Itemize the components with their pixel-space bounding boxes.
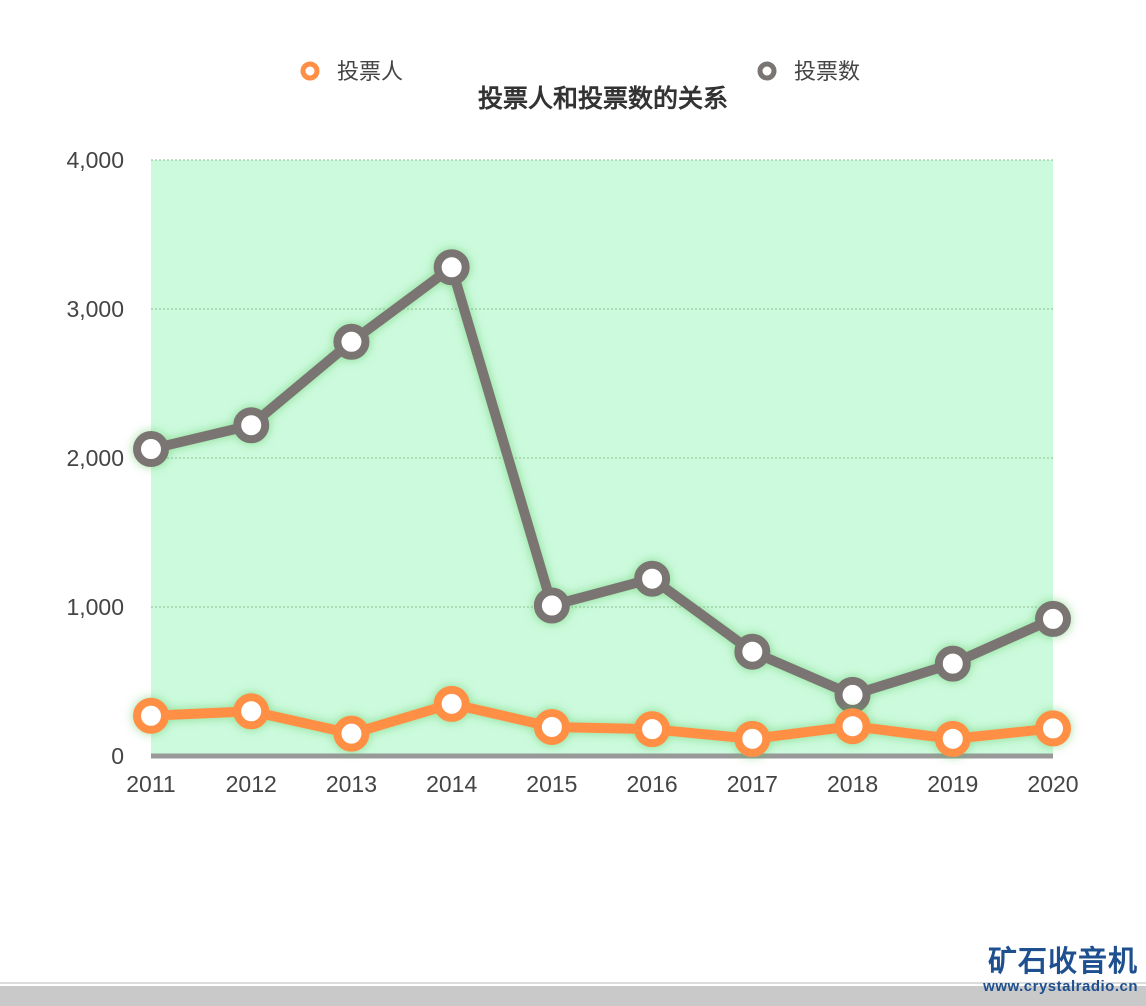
data-point[interactable] — [533, 587, 570, 624]
data-point[interactable] — [1035, 710, 1071, 747]
series-line — [146, 262, 1058, 700]
watermark-title: 矿石收音机 — [987, 944, 1138, 978]
x-tick-label: 2018 — [827, 771, 878, 797]
legend-marker-icon — [300, 61, 320, 81]
y-tick-label: 0 — [111, 743, 124, 769]
x-tick-label: 2012 — [226, 771, 277, 797]
series-line — [146, 698, 1058, 744]
data-point[interactable] — [133, 431, 169, 468]
series-layer — [133, 249, 1071, 757]
y-tick-label: 1,000 — [66, 594, 124, 620]
data-point[interactable] — [233, 693, 270, 730]
legend[interactable]: 投票人 投票数 — [300, 60, 860, 85]
data-point[interactable] — [433, 249, 470, 286]
x-tick-label: 2019 — [927, 771, 978, 797]
data-point[interactable] — [133, 697, 169, 734]
x-axis-ticks: 2011 2012 2013 2014 2015 2016 2017 2018 2019 2020 — [126, 771, 1078, 797]
data-point[interactable] — [634, 711, 671, 748]
series-votes — [133, 249, 1071, 713]
x-tick-label: 2011 — [126, 771, 175, 797]
data-point[interactable] — [1035, 600, 1071, 637]
data-point[interactable] — [934, 720, 971, 757]
x-tick-label: 2016 — [627, 771, 678, 797]
legend-marker-icon — [757, 61, 777, 81]
data-point[interactable] — [333, 323, 370, 360]
y-tick-label: 2,000 — [66, 445, 124, 471]
data-point[interactable] — [333, 715, 370, 752]
watermark-url: www.crystalradio.cn — [983, 978, 1138, 995]
data-point[interactable] — [834, 676, 871, 713]
series-voters — [133, 685, 1071, 757]
footer-bar — [0, 986, 1146, 1006]
legend-item[interactable]: 投票人 — [300, 60, 403, 85]
legend-item[interactable]: 投票数 — [757, 60, 860, 85]
data-point[interactable] — [533, 708, 570, 745]
x-tick-label: 2014 — [426, 771, 477, 797]
chart-title: 投票人和投票数的关系 — [478, 84, 728, 113]
data-point[interactable] — [834, 708, 871, 745]
x-tick-label: 2020 — [1027, 771, 1078, 797]
x-tick-label: 2015 — [526, 771, 577, 797]
data-point[interactable] — [433, 685, 470, 722]
footer-divider — [0, 982, 1146, 984]
x-tick-label: 2013 — [326, 771, 377, 797]
y-tick-label: 3,000 — [66, 296, 124, 322]
x-tick-label: 2017 — [727, 771, 778, 797]
y-axis-ticks: 0 1,000 2,000 3,000 4,000 — [66, 147, 124, 769]
legend-label: 投票数 — [794, 60, 860, 85]
data-point[interactable] — [734, 633, 771, 670]
data-point[interactable] — [934, 645, 971, 682]
data-point[interactable] — [233, 407, 270, 444]
watermark-logo: 矿石收音机 www.crystalradio.cn — [983, 944, 1138, 996]
plot-area — [151, 160, 1053, 756]
y-tick-label: 4,000 — [66, 147, 124, 173]
data-point[interactable] — [734, 720, 771, 757]
legend-label: 投票人 — [337, 60, 403, 85]
data-point[interactable] — [634, 560, 671, 597]
